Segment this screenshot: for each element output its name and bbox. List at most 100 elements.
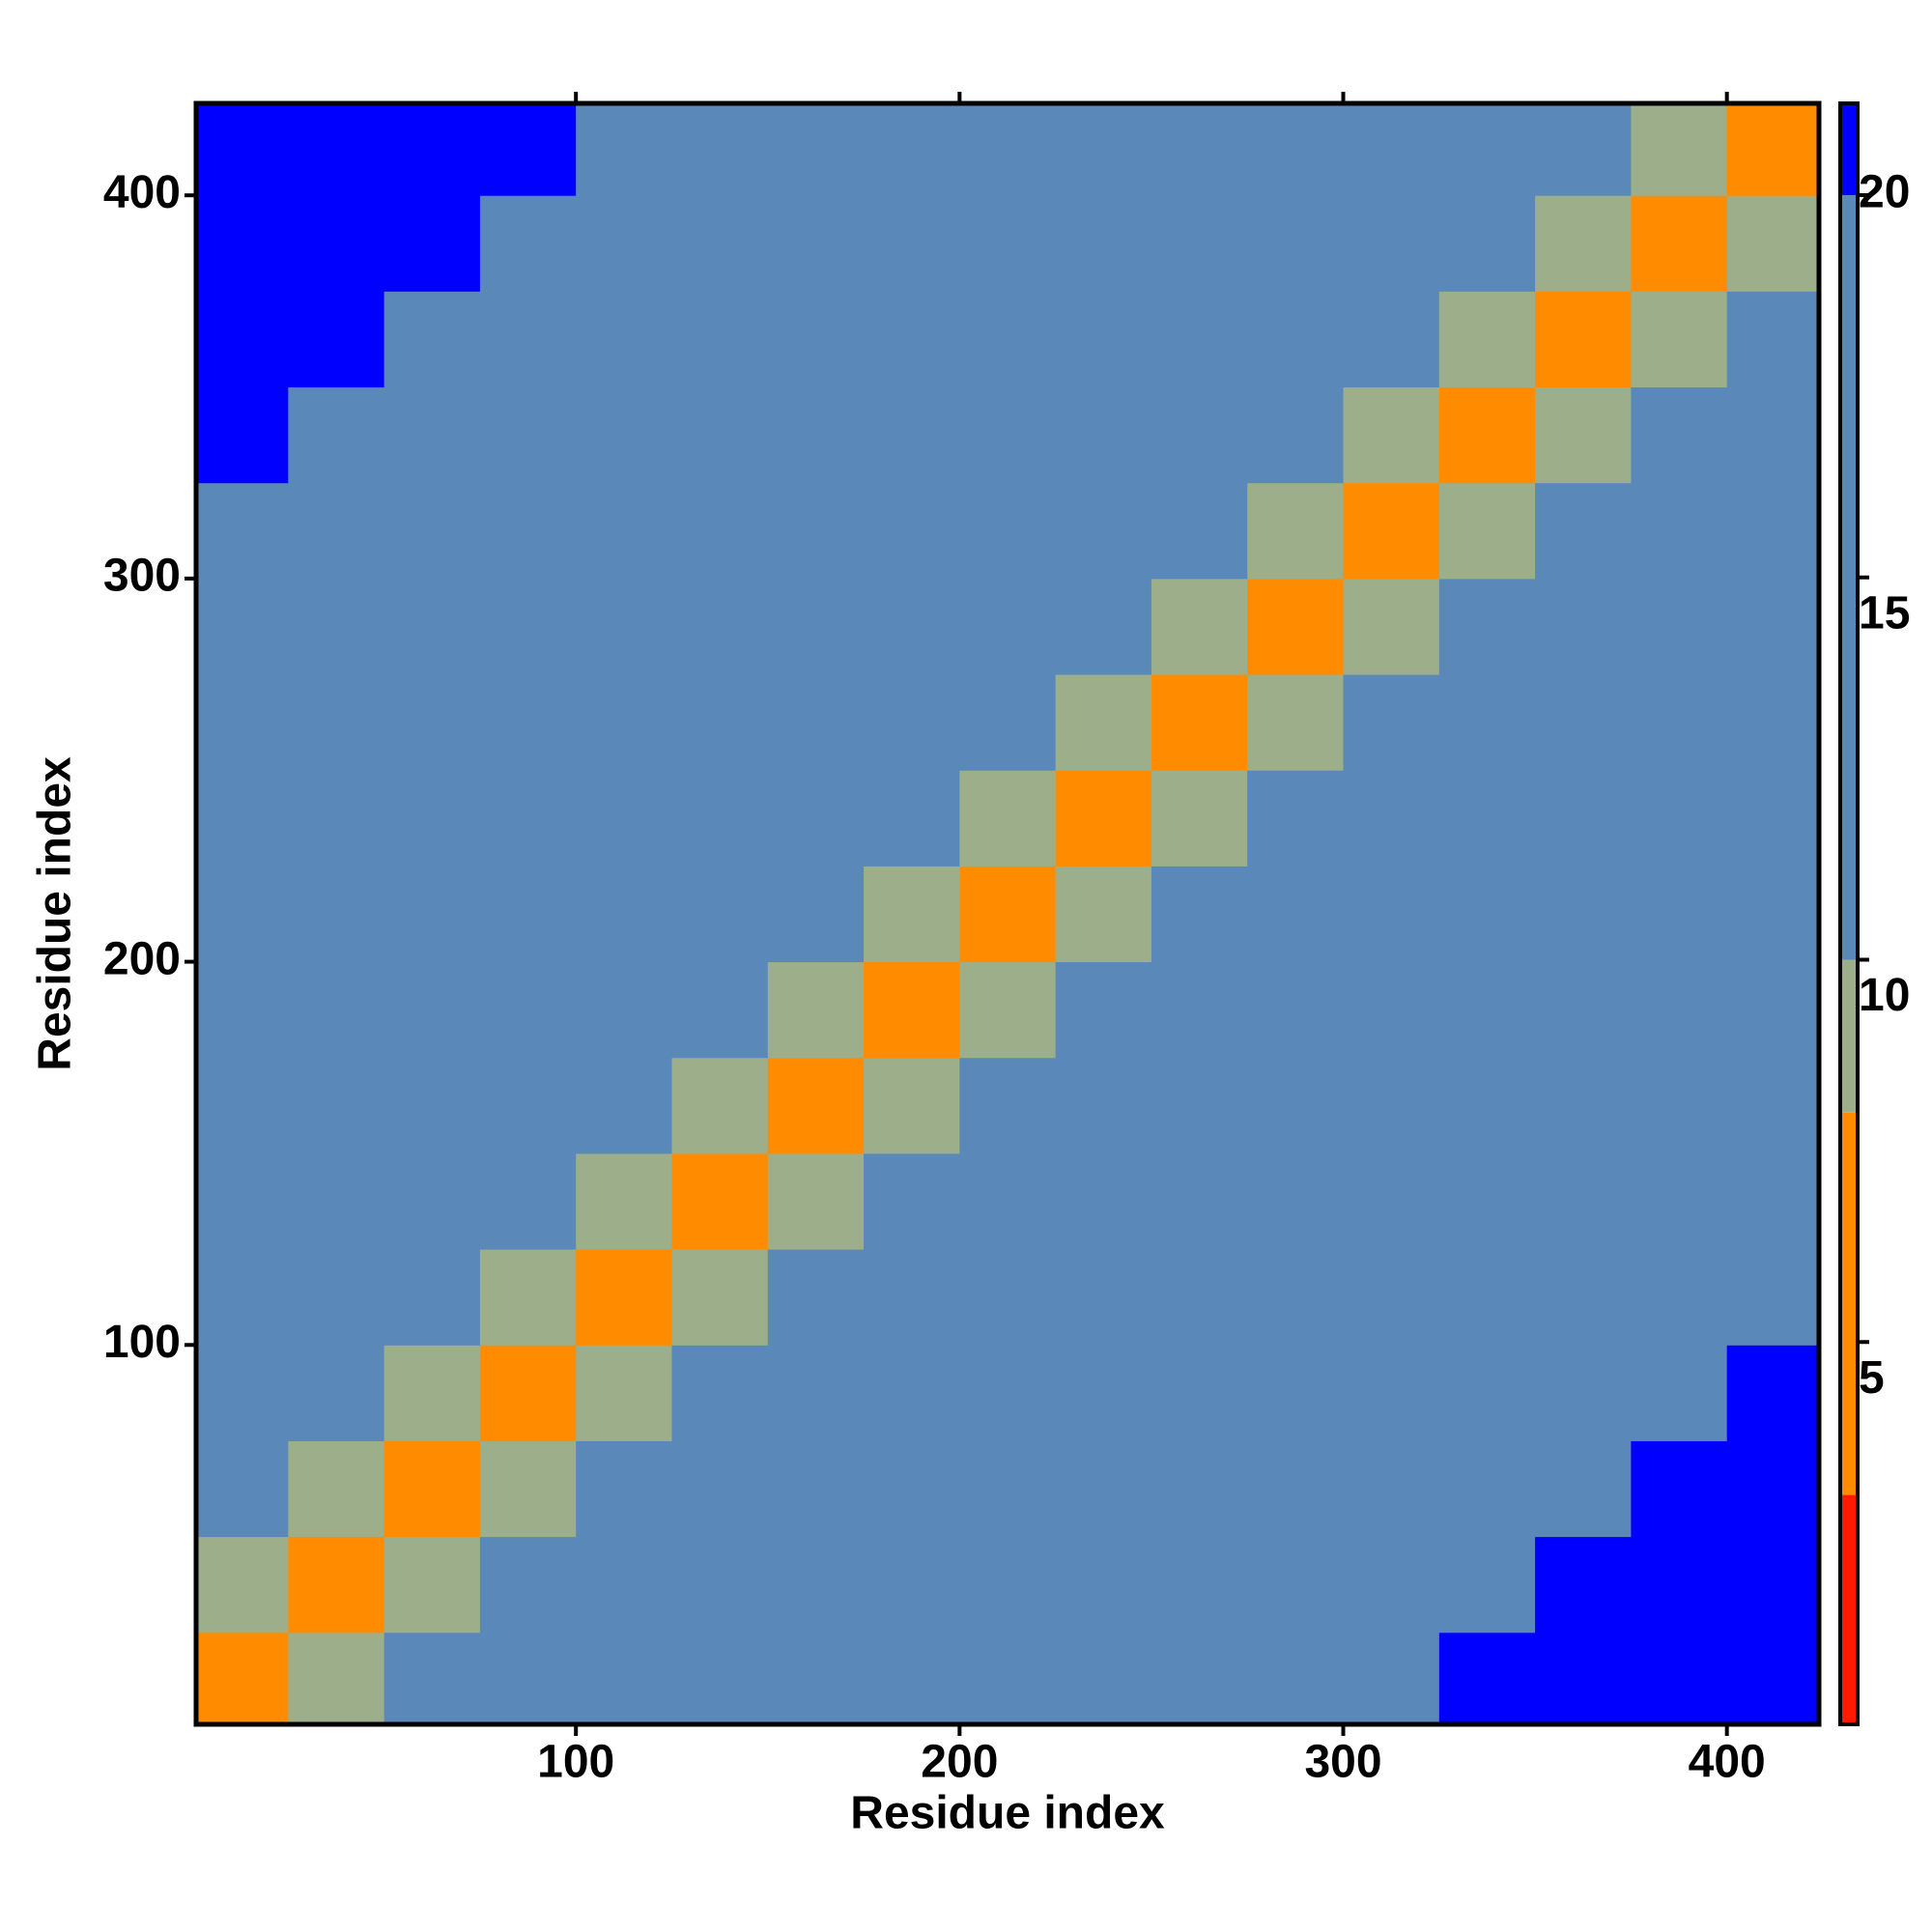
heatmap-cell <box>1535 103 1632 196</box>
colorbar-band <box>1840 194 1858 960</box>
heatmap-cell <box>1343 674 1440 771</box>
heatmap-cell <box>288 386 385 484</box>
heatmap-cell <box>767 386 865 484</box>
heatmap-cell <box>384 195 481 292</box>
heatmap-cell <box>767 1057 865 1154</box>
heatmap-cell <box>1726 386 1819 484</box>
heatmap-cell <box>479 674 577 771</box>
heatmap-cell <box>671 103 769 196</box>
heatmap-cell <box>576 1249 672 1346</box>
heatmap-cell <box>1055 674 1152 771</box>
heatmap-cell <box>671 674 769 771</box>
colorbar-tick-label: 5 <box>1859 1352 1885 1404</box>
heatmap-cell <box>1343 578 1440 675</box>
heatmap-cell <box>1055 482 1152 580</box>
heatmap-cell <box>1247 195 1345 292</box>
heatmap-cell <box>671 482 769 580</box>
heatmap-cell <box>1247 1536 1345 1634</box>
heatmap-cell <box>196 1057 289 1154</box>
heatmap-cell <box>671 386 769 484</box>
heatmap-cell <box>1438 1345 1536 1441</box>
heatmap-cell <box>196 291 289 388</box>
heatmap-cell <box>1343 482 1440 580</box>
colorbar-frame <box>1838 101 1860 1726</box>
heatmap-cell <box>1535 578 1632 675</box>
heatmap-cell <box>864 103 960 196</box>
heatmap-cell <box>864 578 960 675</box>
heatmap-cell <box>1535 291 1632 388</box>
heatmap-cell <box>576 1632 672 1724</box>
colorbar-tick-label: 15 <box>1859 587 1910 639</box>
y-tick-label: 100 <box>103 1317 181 1368</box>
heatmap-cell <box>767 1345 865 1441</box>
heatmap-cell <box>479 1345 577 1441</box>
heatmap-cell <box>1438 1440 1536 1538</box>
heatmap-cell <box>479 1057 577 1154</box>
heatmap-cell <box>864 1057 960 1154</box>
heatmap-cell <box>1055 961 1152 1059</box>
heatmap-cell <box>576 1440 672 1538</box>
heatmap-cell <box>1247 578 1345 675</box>
heatmap-cell <box>384 386 481 484</box>
heatmap-cell <box>576 386 672 484</box>
heatmap-cell <box>1438 1536 1536 1634</box>
heatmap-cell <box>1726 961 1819 1059</box>
heatmap-cell <box>1535 1632 1632 1724</box>
heatmap-cell <box>1151 578 1248 675</box>
heatmap-cell <box>479 1440 577 1538</box>
heatmap-cell <box>1343 1249 1440 1346</box>
heatmap-cell <box>1438 482 1536 580</box>
heatmap-cell <box>671 1632 769 1724</box>
heatmap-cell <box>479 770 577 867</box>
heatmap-cell <box>1247 674 1345 771</box>
heatmap-cell <box>1151 1536 1248 1634</box>
heatmap-cell <box>864 195 960 292</box>
heatmap-cell <box>384 770 481 867</box>
heatmap-cell <box>196 961 289 1059</box>
heatmap-cell <box>288 1345 385 1441</box>
heatmap-cell <box>479 1632 577 1724</box>
heatmap-cell <box>864 1440 960 1538</box>
heatmap-cell <box>1055 578 1152 675</box>
heatmap-cell <box>384 866 481 963</box>
heatmap-cell <box>288 1249 385 1346</box>
heatmap-cell <box>384 1440 481 1538</box>
heatmap-cell <box>959 1440 1057 1538</box>
heatmap-cell <box>1726 482 1819 580</box>
heatmap-cell <box>1343 1536 1440 1634</box>
heatmap-cell <box>671 961 769 1059</box>
heatmap-cell <box>1535 770 1632 867</box>
heatmap-cell <box>576 1057 672 1154</box>
heatmap-cell <box>196 770 289 867</box>
heatmap-cell <box>384 1536 481 1634</box>
heatmap-cell <box>1631 195 1728 292</box>
heatmap-cell <box>1726 1152 1819 1250</box>
heatmap-cell <box>1631 1152 1728 1250</box>
heatmap-cell <box>1151 770 1248 867</box>
heatmap-cell <box>1438 961 1536 1059</box>
heatmap-cell <box>1247 1632 1345 1724</box>
heatmap-cell <box>1343 1057 1440 1154</box>
heatmap-cell <box>288 103 385 196</box>
heatmap-cell <box>1151 1152 1248 1250</box>
heatmap-cell <box>1343 195 1440 292</box>
heatmap-cell <box>671 1345 769 1441</box>
heatmap-cell <box>1055 103 1152 196</box>
heatmap-cell <box>767 195 865 292</box>
x-tick-label: 400 <box>1689 1737 1766 1788</box>
heatmap-cell <box>1247 1249 1345 1346</box>
heatmap-cell <box>1438 674 1536 771</box>
heatmap-cell <box>1247 770 1345 867</box>
heatmap-cell <box>1343 1152 1440 1250</box>
heatmap-cell <box>1055 866 1152 963</box>
heatmap-cell <box>288 1057 385 1154</box>
heatmap-cell <box>384 578 481 675</box>
heatmap-cell <box>384 961 481 1059</box>
heatmap-cell <box>1726 195 1819 292</box>
heatmap-cell <box>864 386 960 484</box>
heatmap-cell <box>1343 1632 1440 1724</box>
heatmap-cell <box>671 291 769 388</box>
heatmap-cell <box>1151 1345 1248 1441</box>
heatmap-cell <box>1055 1632 1152 1724</box>
heatmap-cell <box>959 386 1057 484</box>
